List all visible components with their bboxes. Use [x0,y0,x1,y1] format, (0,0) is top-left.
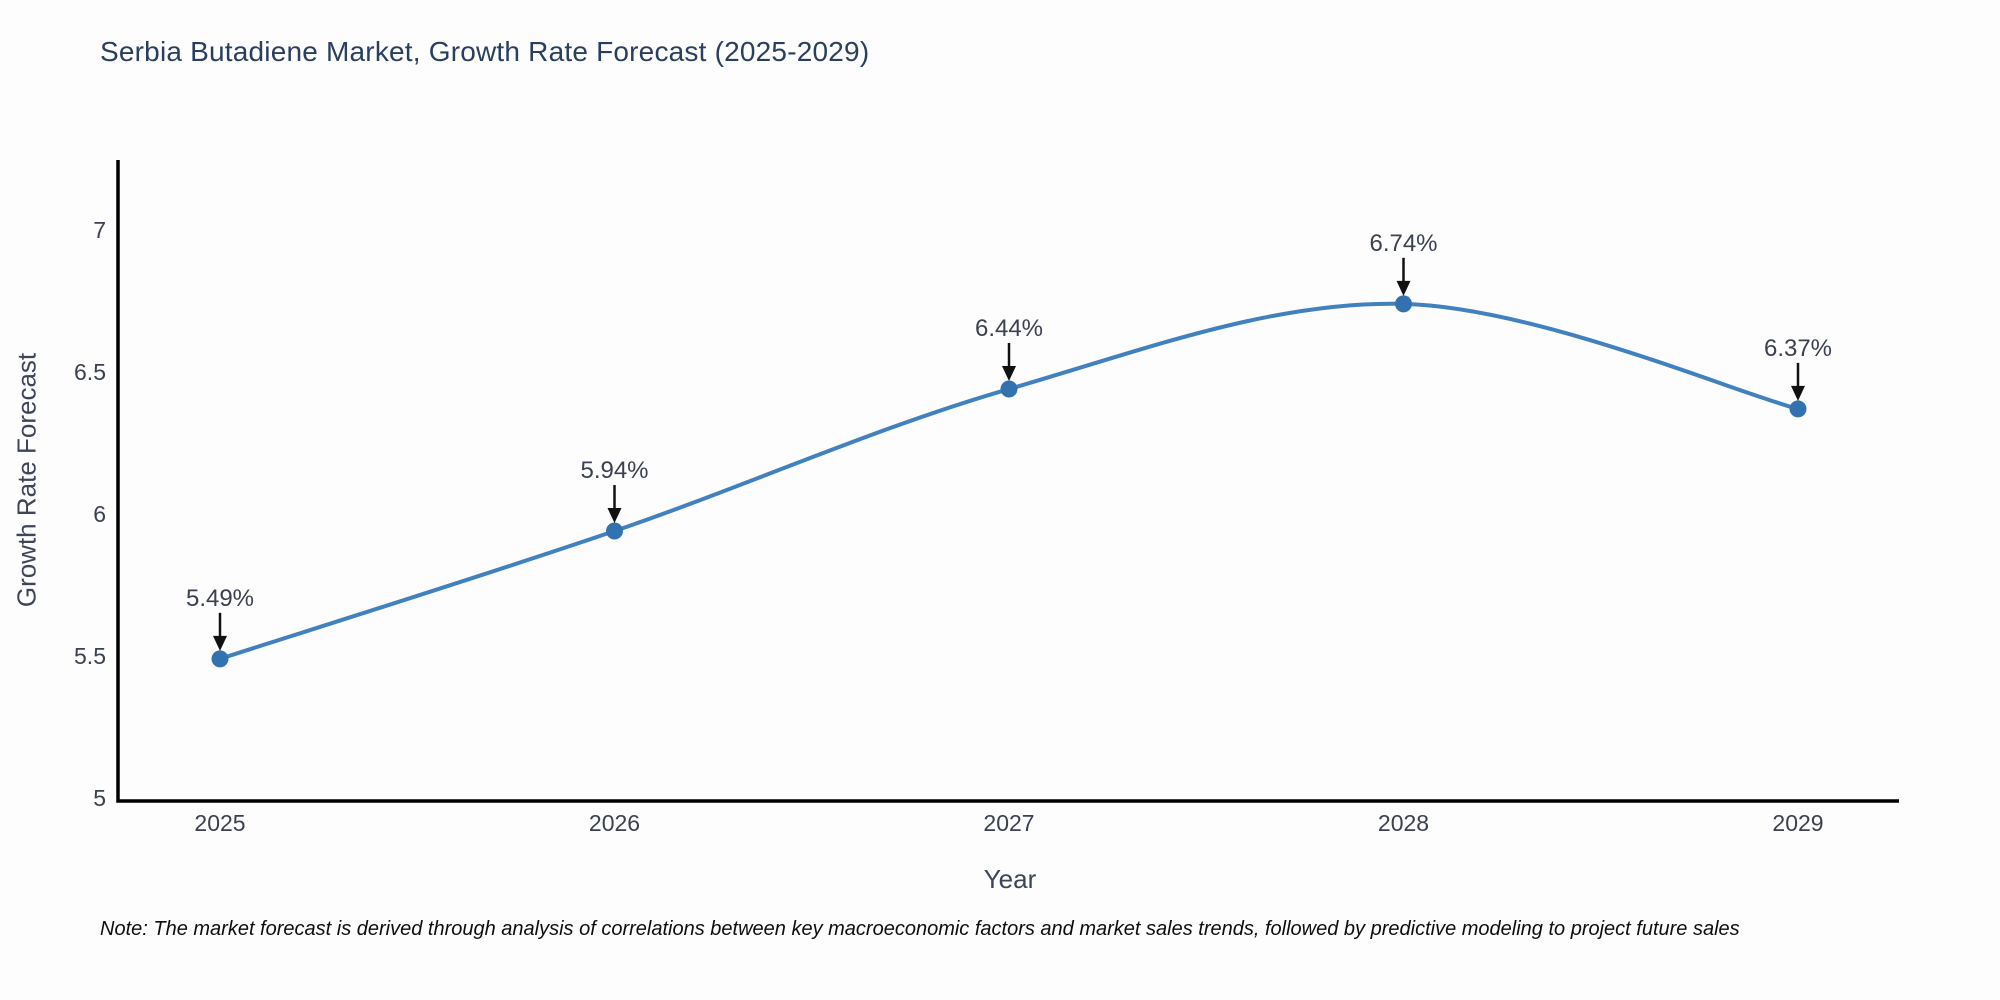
x-axis-title: Year [983,864,1037,894]
data-point-marker [1395,295,1412,313]
chart-title: Serbia Butadiene Market, Growth Rate For… [100,36,870,67]
data-point-marker [606,522,623,540]
data-point-marker [211,650,229,668]
y-tick-label: 5.5 [74,643,106,669]
data-point-marker [1789,400,1807,418]
annotation-arrow-head [1002,366,1016,382]
x-tick-label: 2027 [983,810,1034,836]
annotation-arrow-head [607,508,622,524]
data-point-label: 6.74% [1369,230,1437,257]
x-tick-label: 2025 [194,810,245,836]
footnote: Note: The market forecast is derived thr… [100,918,1740,940]
y-tick-label: 6.5 [74,359,106,385]
y-tick-label: 7 [93,217,106,243]
annotation-arrow-head [1791,385,1805,401]
x-tick-label: 2026 [589,810,640,836]
axis-lines [116,160,1899,803]
data-point-label: 6.37% [1764,335,1832,362]
data-point-label: 5.49% [186,585,254,612]
annotation-arrow-head [1396,280,1411,296]
annotation-arrow-head [213,635,227,651]
data-point-marker [1000,380,1018,398]
y-tick-label: 5 [93,785,106,811]
x-tick-label: 2029 [1772,810,1823,836]
x-tick-label: 2028 [1378,810,1429,836]
data-point-label: 5.94% [580,457,648,484]
data-point-label: 6.44% [975,315,1043,342]
y-tick-label: 6 [93,501,106,527]
